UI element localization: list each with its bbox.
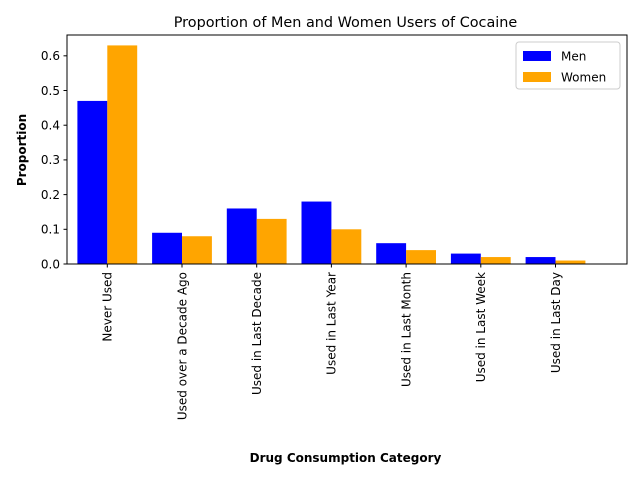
bar-women-6 (555, 260, 586, 264)
x-tick-label: Used over a Decade Ago (175, 272, 189, 420)
bar-women-5 (480, 257, 511, 264)
bar-men-0 (77, 100, 108, 264)
bar-men-4 (376, 243, 407, 264)
bar-men-6 (525, 257, 556, 264)
y-tick-label: 0.4 (41, 119, 60, 133)
y-tick-label: 0.6 (41, 49, 60, 63)
y-axis-label: Proportion (15, 114, 29, 186)
legend: Men Women (515, 41, 621, 90)
bar-men-2 (226, 208, 257, 264)
legend-label-men: Men (561, 50, 586, 64)
bars-group (77, 45, 586, 264)
x-tick-label: Used in Last Year (325, 272, 339, 375)
bar-men-5 (450, 253, 481, 264)
bar-men-3 (301, 201, 332, 264)
legend-swatch-women (523, 72, 551, 82)
chart-title: Proportion of Men and Women Users of Coc… (174, 15, 518, 31)
y-tick-label: 0.0 (41, 257, 60, 271)
y-tick-label: 0.1 (41, 223, 60, 237)
y-axis-ticks: 0.0 0.1 0.2 0.3 0.4 0.5 0.6 (41, 49, 67, 271)
x-axis-ticks: Never Used Used over a Decade Ago Used in … (101, 264, 563, 420)
x-tick-label: Used in Last Day (549, 272, 563, 373)
bar-women-2 (256, 218, 287, 264)
x-tick-label: Used in Last Month (399, 272, 413, 387)
x-axis-label: Drug Consumption Category (250, 451, 442, 465)
legend-swatch-men (523, 51, 551, 61)
bar-women-1 (182, 236, 212, 264)
x-tick-label: Used in Last Decade (250, 272, 264, 395)
y-tick-label: 0.5 (41, 84, 60, 98)
bar-women-4 (406, 250, 436, 264)
legend-label-women: Women (561, 71, 606, 85)
y-tick-label: 0.3 (41, 153, 60, 167)
bar-women-0 (107, 45, 138, 264)
bar-women-3 (331, 229, 362, 264)
x-tick-label: Used in Last Week (474, 272, 488, 382)
x-tick-label: Never Used (101, 272, 115, 342)
y-tick-label: 0.2 (41, 188, 60, 202)
plot-frame (66, 34, 628, 265)
bar-men-1 (152, 232, 182, 264)
